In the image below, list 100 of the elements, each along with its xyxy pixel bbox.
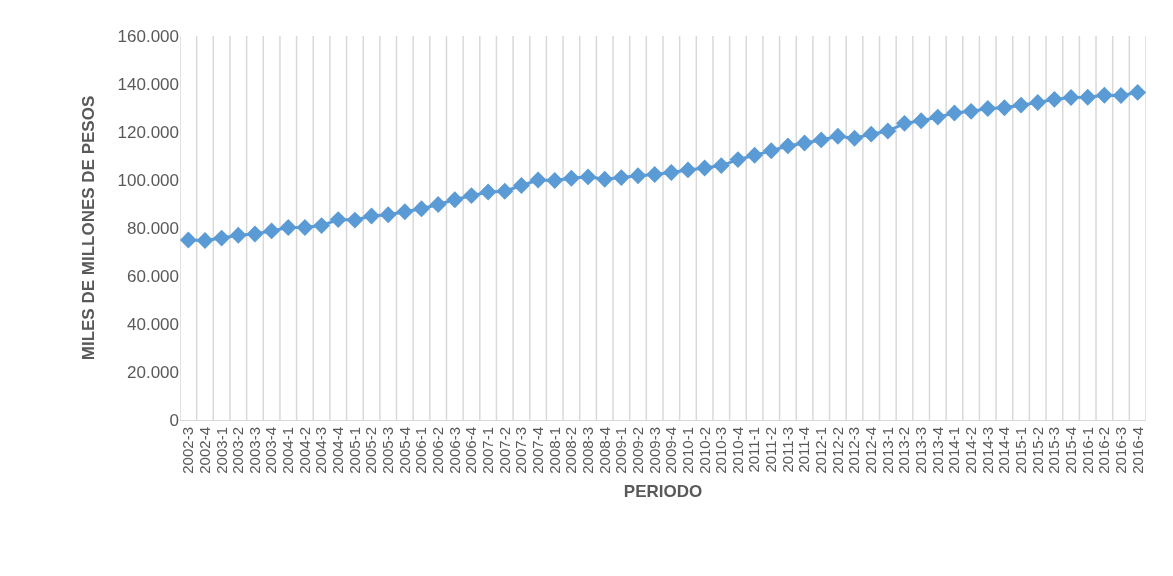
- point: [629, 167, 647, 185]
- point: [429, 196, 447, 213]
- point: [796, 134, 814, 152]
- x-tick-label: 2007-3: [512, 427, 530, 474]
- point: [696, 159, 714, 177]
- point: [995, 99, 1013, 117]
- point: [579, 168, 597, 186]
- point: [1045, 90, 1063, 108]
- point: [1012, 96, 1030, 114]
- x-tick-label: 2010-2: [695, 427, 713, 474]
- point: [296, 219, 314, 236]
- point: [229, 226, 247, 244]
- x-tick-label: 2013-1: [878, 427, 896, 474]
- point: [879, 122, 897, 140]
- y-tick-label: 40.000: [127, 314, 179, 334]
- point: [946, 104, 963, 122]
- point: [762, 142, 780, 160]
- x-tick-label: 2009-3: [645, 427, 663, 474]
- point: [862, 125, 880, 143]
- y-tick-label: 160.000: [117, 26, 179, 46]
- point: [612, 169, 630, 187]
- x-tick-label: 2003-3: [245, 427, 263, 474]
- point: [479, 183, 497, 201]
- x-tick-label: 2003-4: [262, 427, 280, 474]
- x-tick-label: 2004-4: [329, 427, 347, 474]
- point: [596, 170, 614, 188]
- point: [929, 108, 947, 126]
- y-tick-label: 0: [169, 410, 179, 430]
- point: [779, 137, 797, 155]
- point: [1095, 86, 1113, 104]
- point: [396, 203, 414, 221]
- x-tick-label: 2012-2: [828, 427, 846, 474]
- y-tick-label: 80.000: [127, 218, 179, 238]
- point: [529, 171, 547, 189]
- x-tick-label: 2008-2: [562, 427, 580, 474]
- point: [812, 131, 830, 149]
- y-tick-label: 140.000: [117, 74, 179, 94]
- x-tick-label: 2009-2: [628, 427, 646, 474]
- x-tick-label: 2012-4: [862, 427, 880, 474]
- y-tick-label: 100.000: [117, 170, 179, 190]
- point: [1079, 88, 1097, 106]
- point: [1129, 83, 1147, 101]
- x-tick-label: 2008-3: [578, 427, 596, 474]
- x-tick-label: 2015-3: [1045, 427, 1063, 474]
- x-tick-label: 2009-4: [662, 427, 680, 474]
- x-tick-label: 2003-1: [212, 427, 230, 474]
- point: [662, 164, 680, 182]
- x-tick-label: 2007-2: [495, 427, 513, 474]
- x-tick-label: 2010-1: [678, 427, 696, 474]
- x-tick-label: 2010-3: [712, 427, 730, 474]
- x-tick-label: 2011-2: [762, 427, 780, 473]
- x-tick-label: 2006-3: [445, 427, 463, 474]
- x-tick-label: 2013-3: [912, 427, 930, 474]
- y-axis-title: MILES DE MILLONES DE PESOS: [79, 95, 99, 361]
- point: [379, 206, 397, 224]
- x-tick-label: 2010-4: [728, 427, 746, 474]
- x-tick-label: 2011-3: [778, 427, 796, 473]
- point: [912, 112, 930, 130]
- point: [979, 100, 997, 117]
- point: [1062, 88, 1080, 106]
- point: [279, 219, 297, 236]
- x-tick-label: 2004-1: [279, 427, 297, 474]
- point: [712, 157, 730, 175]
- point: [746, 146, 764, 164]
- x-tick-label: 2004-2: [295, 427, 313, 474]
- point: [363, 207, 380, 225]
- x-tick-label: 2014-2: [961, 427, 979, 474]
- x-tick-label: 2005-1: [345, 427, 363, 474]
- point: [679, 161, 697, 179]
- point: [463, 187, 480, 205]
- y-tick-label: 20.000: [127, 362, 179, 382]
- point: [729, 151, 747, 169]
- x-tick-label: 2002-3: [179, 427, 197, 474]
- x-tick-label: 2016-2: [1095, 427, 1113, 474]
- point: [546, 172, 564, 189]
- y-tick-label: 120.000: [117, 122, 179, 142]
- point: [179, 231, 197, 249]
- point: [213, 229, 231, 247]
- x-tick-label: 2005-4: [395, 427, 413, 474]
- point: [829, 127, 847, 145]
- x-tick-label: 2015-4: [1061, 427, 1079, 474]
- point: [446, 191, 464, 209]
- x-tick-label: 2012-1: [812, 427, 830, 474]
- point: [512, 177, 530, 194]
- x-tick-label: 2016-3: [1111, 427, 1129, 474]
- x-tick-label: 2007-1: [478, 427, 496, 474]
- x-tick-label: 2012-3: [845, 427, 863, 474]
- point: [896, 114, 913, 132]
- x-tick-label: 2015-1: [1011, 427, 1029, 474]
- point: [1029, 94, 1047, 111]
- x-tick-label: 2006-1: [412, 427, 430, 474]
- x-tick-label: 2016-1: [1078, 427, 1096, 474]
- y-tick-label: 60.000: [127, 266, 179, 286]
- x-tick-label: 2009-1: [612, 427, 630, 474]
- x-tick-label: 2014-1: [945, 427, 963, 474]
- point: [646, 166, 664, 183]
- x-tick-label: 2011-1: [745, 427, 763, 473]
- x-tick-label: 2003-2: [229, 427, 247, 474]
- x-tick-label: 2005-3: [379, 427, 397, 474]
- x-tick-label: 2007-4: [528, 427, 546, 474]
